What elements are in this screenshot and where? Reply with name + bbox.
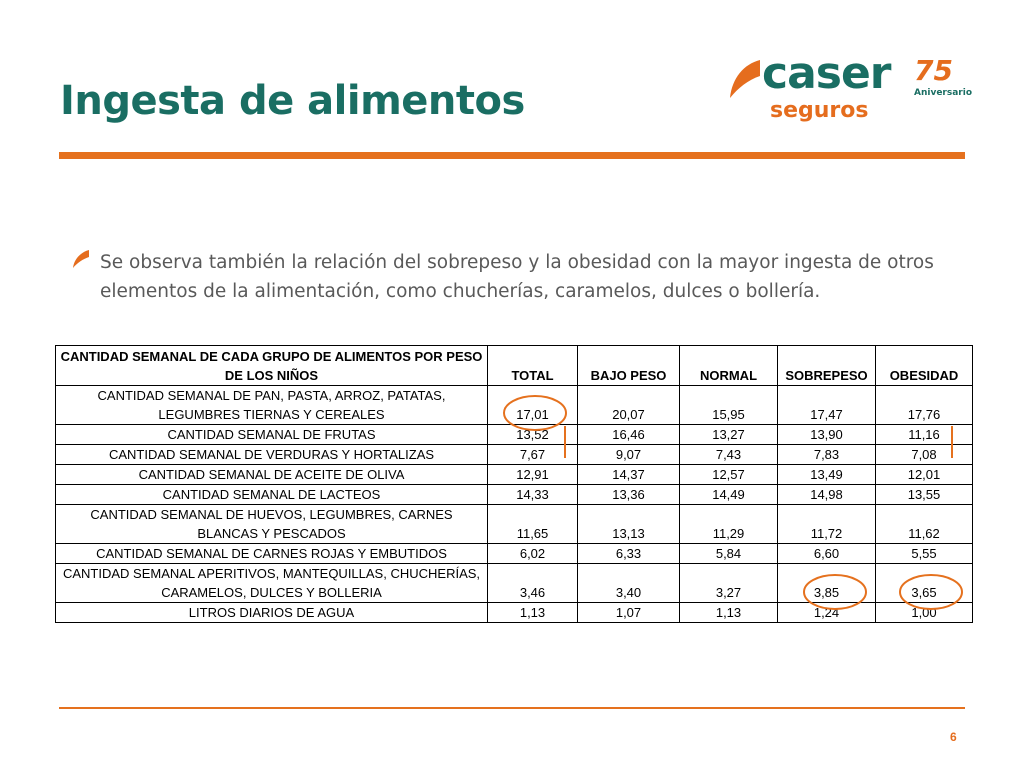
cell-sobrepeso: 1,24 xyxy=(777,602,876,623)
cell-sobrepeso: 6,60 xyxy=(777,543,876,564)
row-label: CANTIDAD SEMANAL DE CARNES ROJAS Y EMBUT… xyxy=(55,543,488,564)
cell-total: 3,46 xyxy=(487,563,578,603)
row-label: CANTIDAD SEMANAL DE HUEVOS, LEGUMBRES, C… xyxy=(55,504,488,544)
table-header-row: CANTIDAD SEMANAL DE CADA GRUPO DE ALIMEN… xyxy=(55,345,973,386)
table-row: CANTIDAD SEMANAL DE VERDURAS Y HORTALIZA… xyxy=(55,444,973,465)
logo-anniversary-number: 75 xyxy=(914,54,953,87)
cell-sobrepeso: 17,47 xyxy=(777,385,876,425)
cell-sobrepeso: 13,49 xyxy=(777,464,876,485)
sail-logo-icon xyxy=(730,60,760,98)
cell-bajo-peso: 3,40 xyxy=(577,563,680,603)
cell-total: 11,65 xyxy=(487,504,578,544)
cell-obesidad: 17,76 xyxy=(875,385,973,425)
page-number: 6 xyxy=(950,730,957,744)
cell-total: 14,33 xyxy=(487,484,578,505)
header-obesidad: OBESIDAD xyxy=(875,345,973,386)
cell-obesidad: 1,00 xyxy=(875,602,973,623)
food-intake-table: CANTIDAD SEMANAL DE CADA GRUPO DE ALIMEN… xyxy=(55,345,973,623)
header-category: CANTIDAD SEMANAL DE CADA GRUPO DE ALIMEN… xyxy=(55,345,488,386)
row-label: CANTIDAD SEMANAL APERITIVOS, MANTEQUILLA… xyxy=(55,563,488,603)
cell-bajo-peso: 14,37 xyxy=(577,464,680,485)
cell-normal: 15,95 xyxy=(679,385,778,425)
cell-sobrepeso: 3,85 xyxy=(777,563,876,603)
cell-normal: 13,27 xyxy=(679,424,778,445)
logo-sub: seguros xyxy=(770,98,869,123)
cell-sobrepeso: 13,90 xyxy=(777,424,876,445)
cell-bajo-peso: 13,36 xyxy=(577,484,680,505)
row-label: CANTIDAD SEMANAL DE LACTEOS xyxy=(55,484,488,505)
cell-normal: 14,49 xyxy=(679,484,778,505)
cell-total: 12,91 xyxy=(487,464,578,485)
cell-bajo-peso: 6,33 xyxy=(577,543,680,564)
cell-bajo-peso: 9,07 xyxy=(577,444,680,465)
slide-title: Ingesta de alimentos xyxy=(60,78,525,124)
table-row: CANTIDAD SEMANAL APERITIVOS, MANTEQUILLA… xyxy=(55,563,973,603)
cell-total: 6,02 xyxy=(487,543,578,564)
table-row: CANTIDAD SEMANAL DE HUEVOS, LEGUMBRES, C… xyxy=(55,504,973,544)
header-divider xyxy=(59,152,965,159)
footer-divider xyxy=(59,707,965,709)
cell-bajo-peso: 16,46 xyxy=(577,424,680,445)
row-label: CANTIDAD SEMANAL DE PAN, PASTA, ARROZ, P… xyxy=(55,385,488,425)
header-sobrepeso: SOBREPESO xyxy=(777,345,876,386)
cell-total: 1,13 xyxy=(487,602,578,623)
cell-normal: 1,13 xyxy=(679,602,778,623)
cell-normal: 11,29 xyxy=(679,504,778,544)
cell-normal: 3,27 xyxy=(679,563,778,603)
table-row: CANTIDAD SEMANAL DE LACTEOS 14,33 13,36 … xyxy=(55,484,973,505)
row-label: CANTIDAD SEMANAL DE ACEITE DE OLIVA xyxy=(55,464,488,485)
row-label: CANTIDAD SEMANAL DE FRUTAS xyxy=(55,424,488,445)
cell-bajo-peso: 20,07 xyxy=(577,385,680,425)
logo-brand: caser xyxy=(762,48,892,99)
cell-bajo-peso: 1,07 xyxy=(577,602,680,623)
cell-sobrepeso: 7,83 xyxy=(777,444,876,465)
cell-sobrepeso: 14,98 xyxy=(777,484,876,505)
cell-total: 17,01 xyxy=(487,385,578,425)
cell-obesidad: 5,55 xyxy=(875,543,973,564)
cell-normal: 7,43 xyxy=(679,444,778,465)
cell-obesidad: 12,01 xyxy=(875,464,973,485)
table-row: CANTIDAD SEMANAL DE CARNES ROJAS Y EMBUT… xyxy=(55,543,973,564)
table-row: LITROS DIARIOS DE AGUA 1,13 1,07 1,13 1,… xyxy=(55,602,973,623)
cell-obesidad: 7,08 xyxy=(875,444,973,465)
table-row: CANTIDAD SEMANAL DE FRUTAS 13,52 16,46 1… xyxy=(55,424,973,445)
cell-normal: 5,84 xyxy=(679,543,778,564)
sail-bullet-icon xyxy=(73,250,89,268)
cell-sobrepeso: 11,72 xyxy=(777,504,876,544)
cell-obesidad: 11,16 xyxy=(875,424,973,445)
header-bajo-peso: BAJO PESO xyxy=(577,345,680,386)
caser-logo: caser seguros 75 Aniversario xyxy=(728,48,978,130)
table-row: CANTIDAD SEMANAL DE PAN, PASTA, ARROZ, P… xyxy=(55,385,973,425)
header-normal: NORMAL xyxy=(679,345,778,386)
cell-bajo-peso: 13,13 xyxy=(577,504,680,544)
bullet-text: Se observa también la relación del sobre… xyxy=(100,252,934,302)
logo-anniversary-label: Aniversario xyxy=(914,88,973,98)
cell-normal: 12,57 xyxy=(679,464,778,485)
row-label: LITROS DIARIOS DE AGUA xyxy=(55,602,488,623)
row-label: CANTIDAD SEMANAL DE VERDURAS Y HORTALIZA… xyxy=(55,444,488,465)
cell-obesidad: 13,55 xyxy=(875,484,973,505)
table-row: CANTIDAD SEMANAL DE ACEITE DE OLIVA 12,9… xyxy=(55,464,973,485)
header-total: TOTAL xyxy=(487,345,578,386)
cell-total: 13,52 xyxy=(487,424,578,445)
cell-total: 7,67 xyxy=(487,444,578,465)
cell-obesidad: 11,62 xyxy=(875,504,973,544)
cell-obesidad: 3,65 xyxy=(875,563,973,603)
